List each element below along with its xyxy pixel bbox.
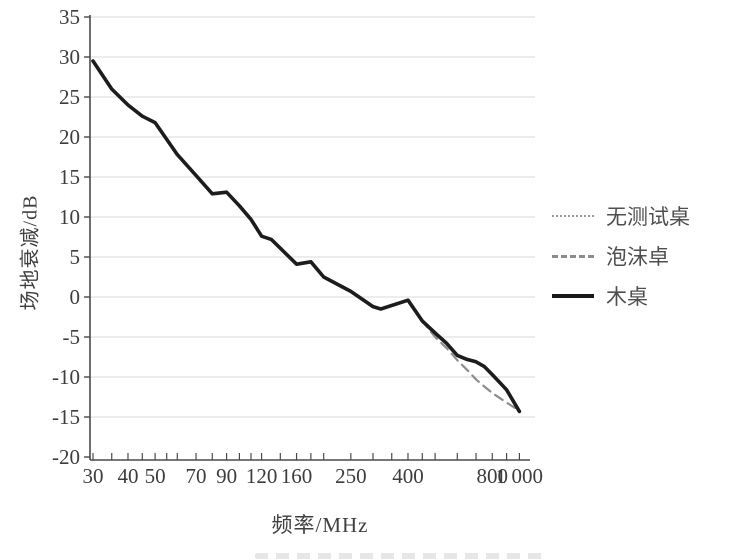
- y-tick-label: 30: [59, 45, 80, 69]
- x-tick-label: 40: [117, 464, 138, 488]
- x-axis-title: 频率/MHz: [271, 513, 369, 537]
- legend-item-wood-table: 木桌: [552, 276, 690, 316]
- legend-label-no-table: 无测试桌: [606, 205, 690, 229]
- series-line-wood-table: [91, 59, 522, 414]
- y-tick-label: -15: [52, 405, 80, 429]
- y-tick-label: 10: [59, 205, 80, 229]
- x-tick-label: 50: [145, 464, 166, 488]
- y-tick-label: -10: [52, 365, 80, 389]
- x-tick-label: 1 000: [496, 464, 543, 488]
- y-tick-label: 0: [70, 285, 81, 309]
- x-tick-label: 250: [335, 464, 367, 488]
- x-tick-label: 120: [246, 464, 278, 488]
- legend-item-foam-table: 泡沫卓: [552, 236, 690, 276]
- x-tick-label: 160: [281, 464, 313, 488]
- series-line-foam-table: [91, 59, 521, 412]
- dashed-line-sample-icon: [552, 254, 594, 258]
- x-tick-label: 70: [186, 464, 207, 488]
- dotted-line-sample-icon: [552, 215, 594, 217]
- y-tick-label: 35: [59, 5, 80, 29]
- x-tick-label: 90: [216, 464, 237, 488]
- y-tick-label: 15: [59, 165, 80, 189]
- x-tick-label: 400: [392, 464, 424, 488]
- legend-label-foam-table: 泡沫卓: [606, 245, 669, 269]
- legend: 无测试桌 泡沫卓 木桌: [552, 196, 690, 316]
- y-tick-label: 20: [59, 125, 80, 149]
- legend-label-wood-table: 木桌: [606, 285, 648, 309]
- x-tick-label: 30: [83, 464, 104, 488]
- y-tick-label: 25: [59, 85, 80, 109]
- y-tick-label: -20: [52, 445, 80, 469]
- cropped-caption-remnant: [255, 553, 545, 559]
- y-axis-title: 场地衰减/dB: [19, 194, 42, 311]
- y-tick-label: -5: [63, 325, 81, 349]
- solid-line-sample-icon: [552, 294, 594, 298]
- legend-item-no-table: 无测试桌: [552, 196, 690, 236]
- x-tick-label: 800: [477, 464, 509, 488]
- y-tick-label: 5: [70, 245, 81, 269]
